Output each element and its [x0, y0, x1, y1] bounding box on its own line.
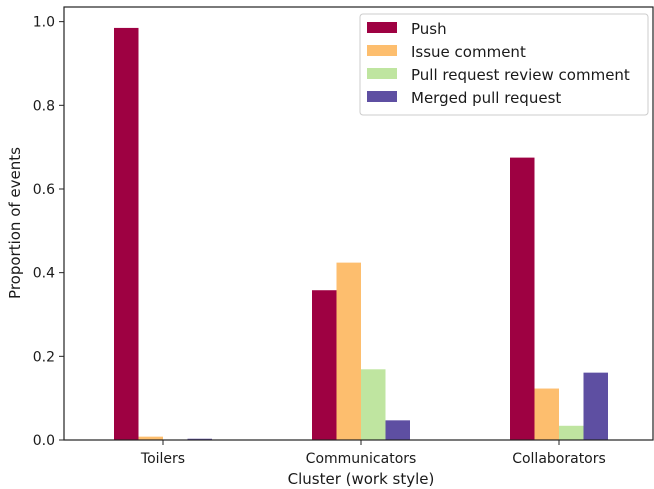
bar-merged-pull-request-collaborators: [583, 372, 608, 440]
bar-merged-pull-request-toilers: [187, 438, 212, 440]
y-axis-ticks: 0.0 0.2 0.4 0.6 0.8 1.0: [33, 15, 64, 449]
legend-swatch: [367, 45, 397, 56]
legend-label: Pull request review comment: [411, 66, 630, 84]
x-axis-label: Cluster (work style): [288, 470, 435, 488]
bar-pull-request-review-comment-collaborators: [559, 425, 584, 440]
axes-group: [63, 6, 654, 441]
x-axis-ticks: Toilers Communicators Collaborators: [140, 440, 606, 467]
y-tick-label: 0.4: [33, 266, 55, 282]
legend-label: Push: [411, 20, 447, 38]
x-tick-label: Collaborators: [512, 451, 606, 467]
legend-swatch: [367, 22, 397, 33]
y-tick-label: 0.8: [33, 98, 55, 114]
y-tick-label: 0.6: [33, 182, 55, 198]
bar-issue-comment-toilers: [138, 436, 163, 440]
bar-merged-pull-request-communicators: [385, 420, 410, 440]
legend-label: Issue comment: [411, 43, 526, 61]
bar-issue-comment-communicators: [336, 262, 361, 440]
y-tick-label: 1.0: [33, 15, 55, 31]
legend-box: [359, 13, 649, 116]
legend-swatch: [367, 68, 397, 79]
x-tick-label: Communicators: [306, 451, 417, 467]
bar-pull-request-review-comment-communicators: [361, 369, 386, 440]
plot-frame: [63, 6, 654, 441]
bar-issue-comment-collaborators: [534, 388, 559, 440]
y-axis-label: Proportion of events: [6, 147, 24, 299]
legend-swatch: [367, 91, 397, 102]
y-tick-label: 0.2: [33, 349, 55, 365]
bars-group: [114, 27, 608, 441]
legend-label: Merged pull request: [411, 89, 561, 107]
legend: Push Issue comment Pull request review com…: [359, 13, 649, 116]
y-tick-label: 0.0: [33, 433, 55, 449]
bar-push-communicators: [312, 290, 337, 440]
bar-push-collaborators: [510, 157, 535, 441]
x-tick-label: Toilers: [140, 451, 185, 467]
bar-push-toilers: [114, 27, 139, 440]
